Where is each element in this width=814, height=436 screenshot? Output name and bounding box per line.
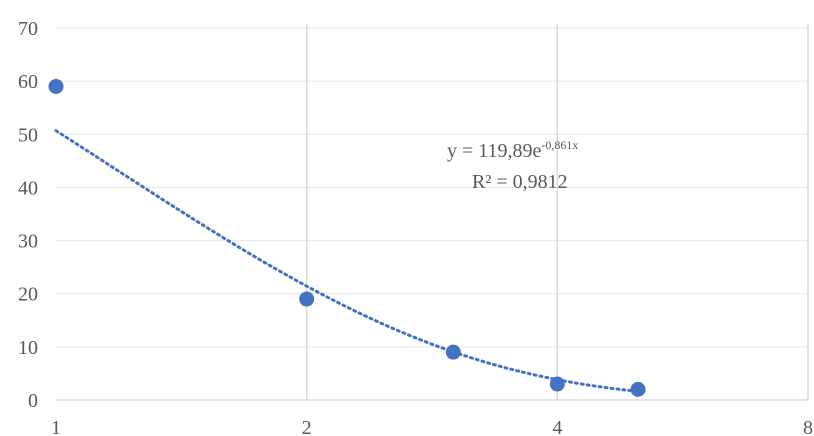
- data-point: [48, 78, 64, 94]
- y-tick-label: 60: [18, 71, 38, 93]
- y-tick-label: 30: [18, 231, 38, 253]
- r-squared-label: R² = 0,9812: [472, 171, 568, 193]
- horizontal-gridlines: [56, 27, 808, 348]
- data-point: [630, 381, 646, 397]
- y-tick-label: 0: [28, 390, 38, 412]
- data-point: [299, 291, 315, 307]
- y-tick-label: 50: [18, 124, 38, 146]
- x-tick-label: 2: [302, 417, 312, 436]
- vertical-gridlines: [305, 24, 809, 400]
- data-point: [549, 376, 565, 392]
- equation-exponent: -0,861x: [541, 138, 578, 152]
- trendline: [54, 129, 640, 393]
- equation-text: y = 119,89e: [447, 140, 542, 162]
- x-tick-label: 1: [51, 417, 61, 436]
- x-tick-label: 8: [803, 417, 813, 436]
- data-point: [445, 344, 461, 360]
- y-tick-labels: 0 10 20 30 40 50 60 70: [18, 18, 38, 412]
- y-tick-label: 20: [18, 284, 38, 306]
- y-tick-label: 70: [18, 18, 38, 40]
- trendline-equation: y = 119,89e-0,861x: [447, 138, 578, 162]
- y-tick-label: 10: [18, 337, 38, 359]
- x-tick-labels: 1 2 4 8: [51, 417, 813, 436]
- y-tick-label: 40: [18, 177, 38, 199]
- data-points: [48, 78, 646, 397]
- x-tick-label: 4: [552, 417, 562, 436]
